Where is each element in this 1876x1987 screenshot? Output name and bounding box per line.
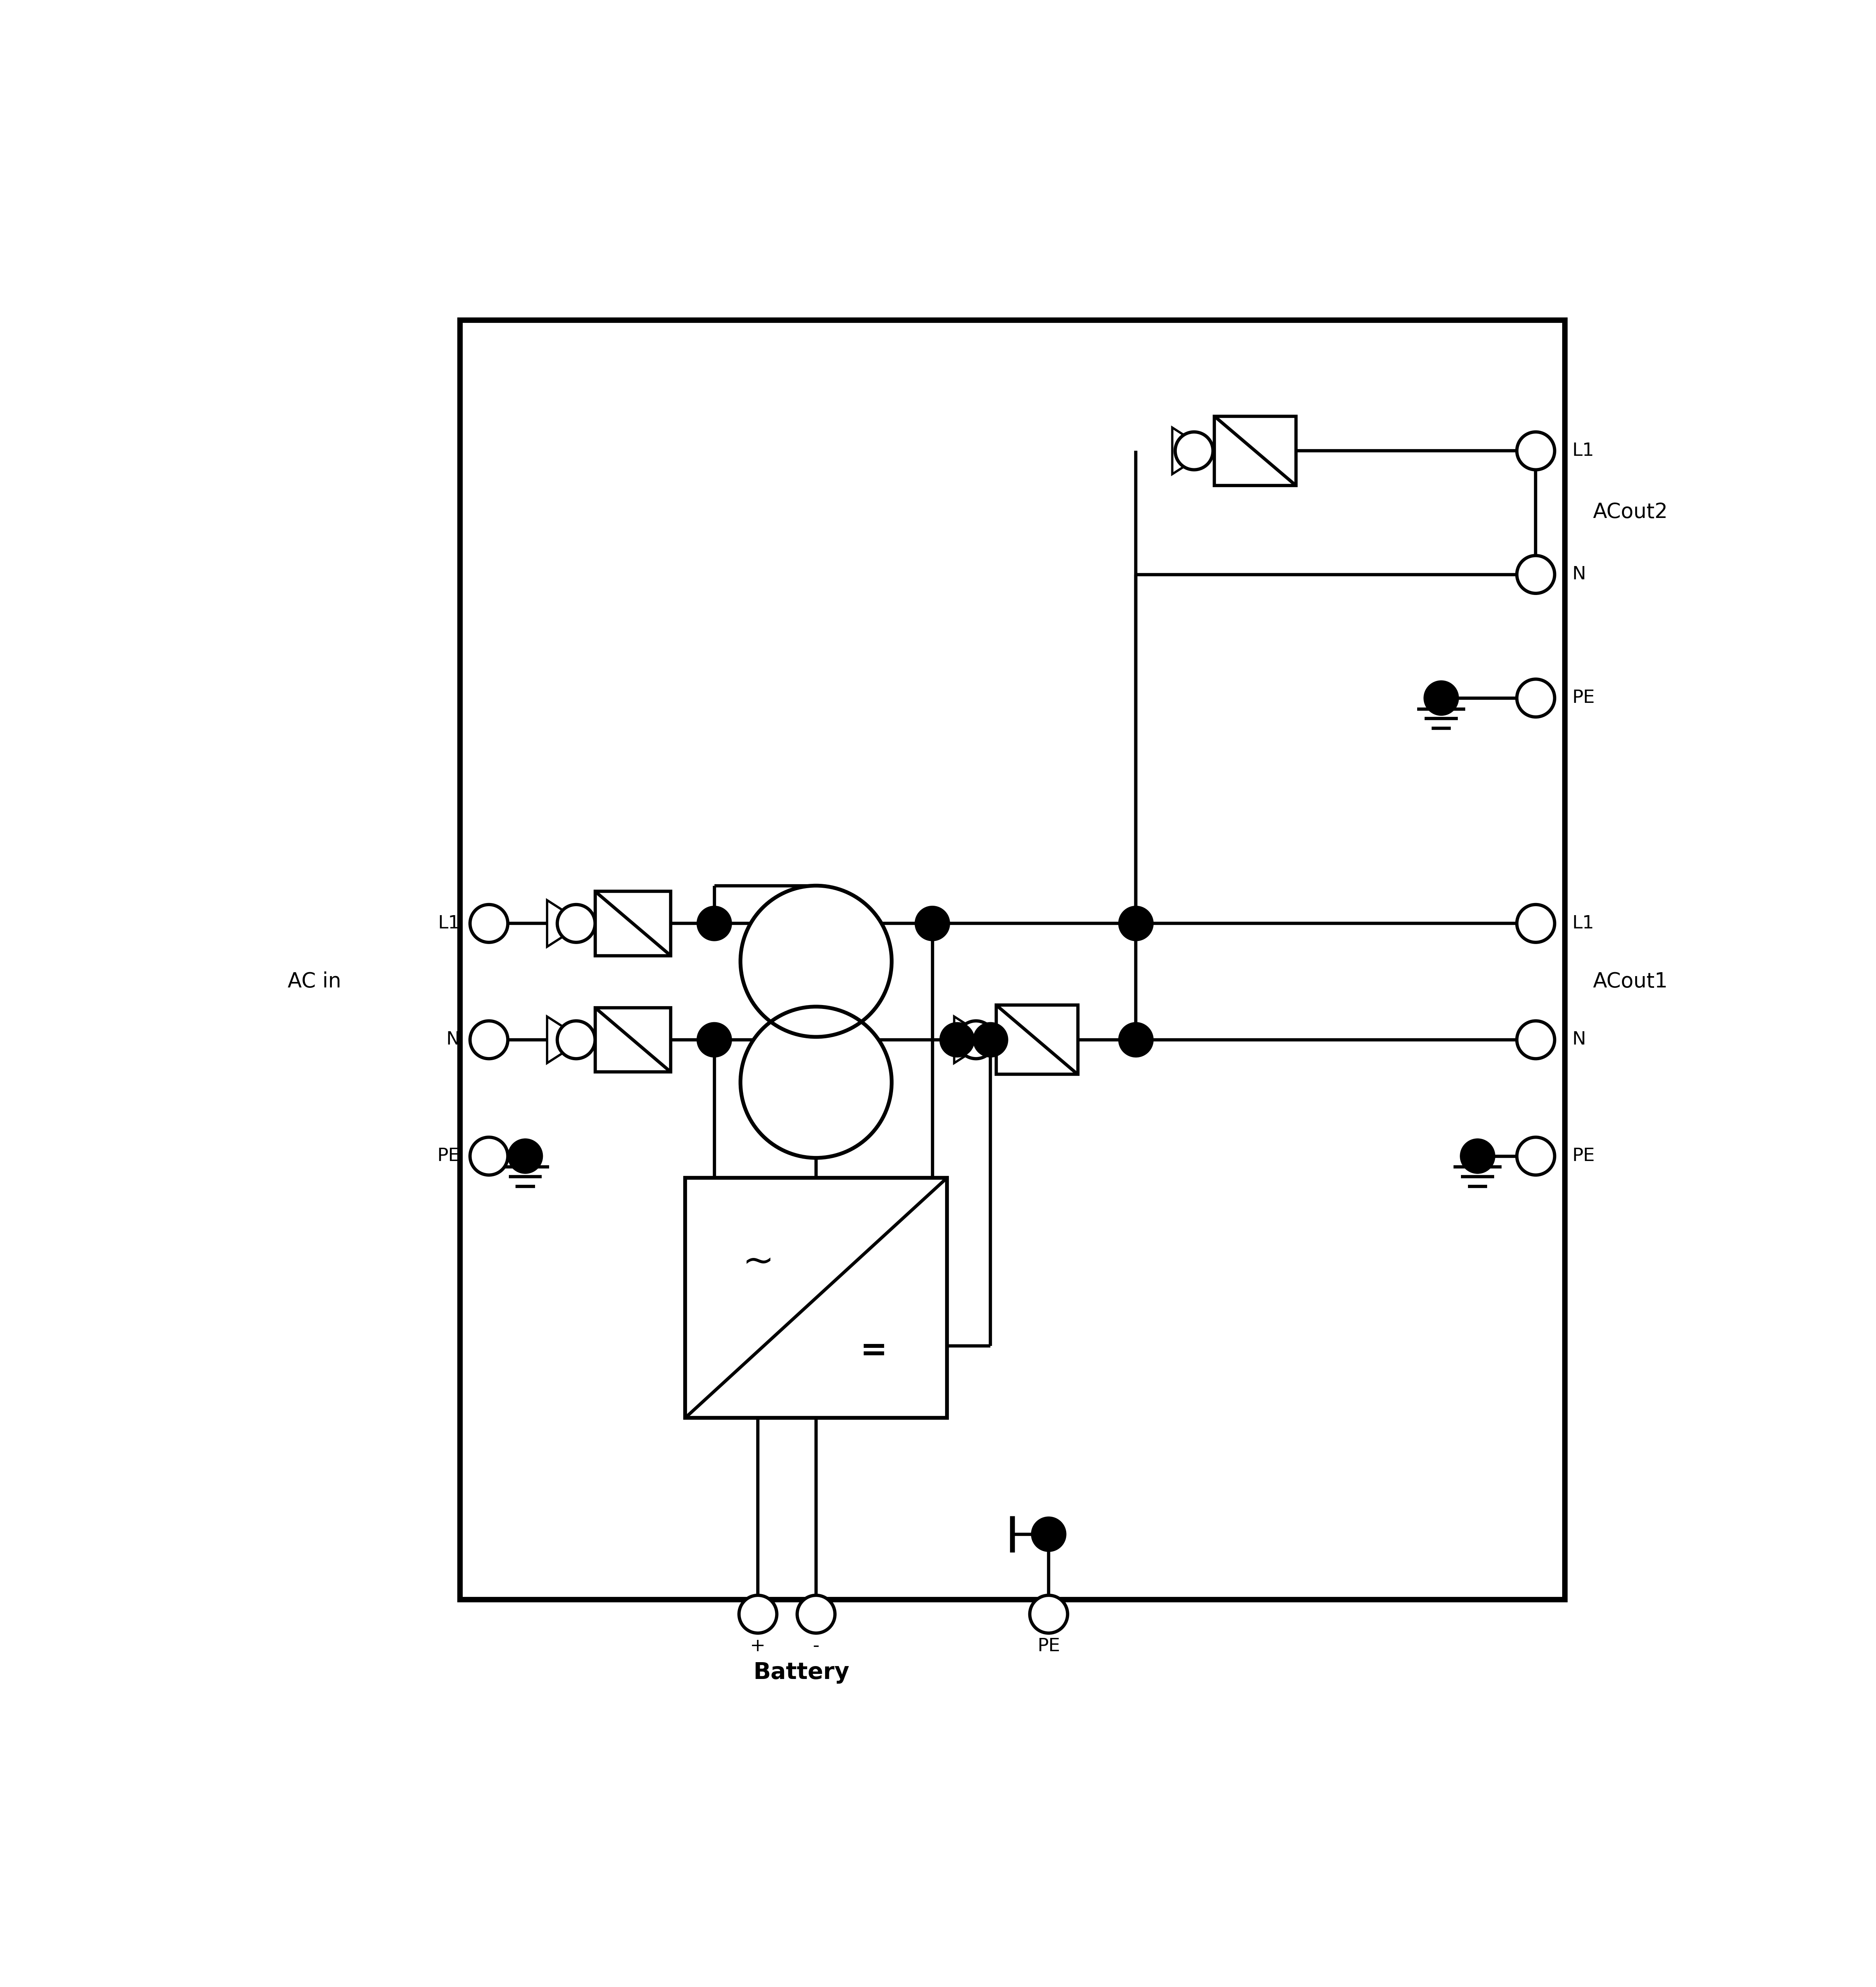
Circle shape: [1174, 431, 1214, 469]
Circle shape: [471, 1137, 508, 1174]
Circle shape: [1118, 1023, 1154, 1057]
Circle shape: [1030, 1596, 1067, 1633]
Polygon shape: [1172, 427, 1208, 475]
Text: N: N: [1572, 566, 1585, 584]
Polygon shape: [548, 1017, 583, 1063]
Bar: [595, 1007, 672, 1071]
Circle shape: [1424, 682, 1460, 715]
Circle shape: [508, 1139, 542, 1174]
Circle shape: [1518, 556, 1555, 594]
Circle shape: [915, 906, 949, 942]
Circle shape: [957, 1021, 994, 1059]
Circle shape: [797, 1596, 835, 1633]
Circle shape: [1032, 1516, 1066, 1552]
Circle shape: [1460, 1139, 1495, 1174]
Circle shape: [696, 1023, 732, 1057]
Text: ACout1: ACout1: [1593, 972, 1668, 992]
Circle shape: [557, 904, 595, 942]
Text: AC in: AC in: [287, 972, 341, 992]
Text: L1: L1: [1572, 914, 1595, 932]
Bar: [460, 320, 1565, 1600]
Text: -: -: [812, 1637, 820, 1655]
Circle shape: [1518, 1021, 1555, 1059]
Circle shape: [940, 1023, 974, 1057]
Text: ~: ~: [743, 1244, 775, 1280]
Circle shape: [974, 1023, 1007, 1057]
Circle shape: [741, 886, 891, 1037]
Circle shape: [696, 906, 732, 942]
Circle shape: [741, 1007, 891, 1158]
Bar: [1214, 415, 1296, 485]
Bar: [595, 892, 672, 956]
Text: N: N: [1572, 1031, 1585, 1049]
Text: L1: L1: [1572, 441, 1595, 459]
Text: Battery: Battery: [754, 1661, 850, 1683]
Text: PE: PE: [1572, 1146, 1595, 1164]
Text: N: N: [446, 1031, 460, 1049]
Circle shape: [471, 904, 508, 942]
Text: ACout2: ACout2: [1593, 503, 1668, 523]
Circle shape: [557, 1021, 595, 1059]
Polygon shape: [955, 1017, 991, 1063]
Circle shape: [1518, 431, 1555, 469]
Circle shape: [739, 1596, 777, 1633]
Circle shape: [1518, 1137, 1555, 1174]
Text: PE: PE: [437, 1146, 460, 1164]
Text: PE: PE: [1037, 1637, 1060, 1655]
Polygon shape: [548, 900, 583, 946]
Circle shape: [471, 1021, 508, 1059]
Circle shape: [1518, 904, 1555, 942]
Text: =: =: [859, 1335, 887, 1367]
Circle shape: [1518, 680, 1555, 717]
Text: +: +: [750, 1637, 765, 1655]
Circle shape: [1118, 906, 1154, 942]
Bar: [996, 1005, 1077, 1075]
Text: PE: PE: [1572, 689, 1595, 707]
Bar: [685, 1178, 947, 1419]
Text: L1: L1: [437, 914, 460, 932]
